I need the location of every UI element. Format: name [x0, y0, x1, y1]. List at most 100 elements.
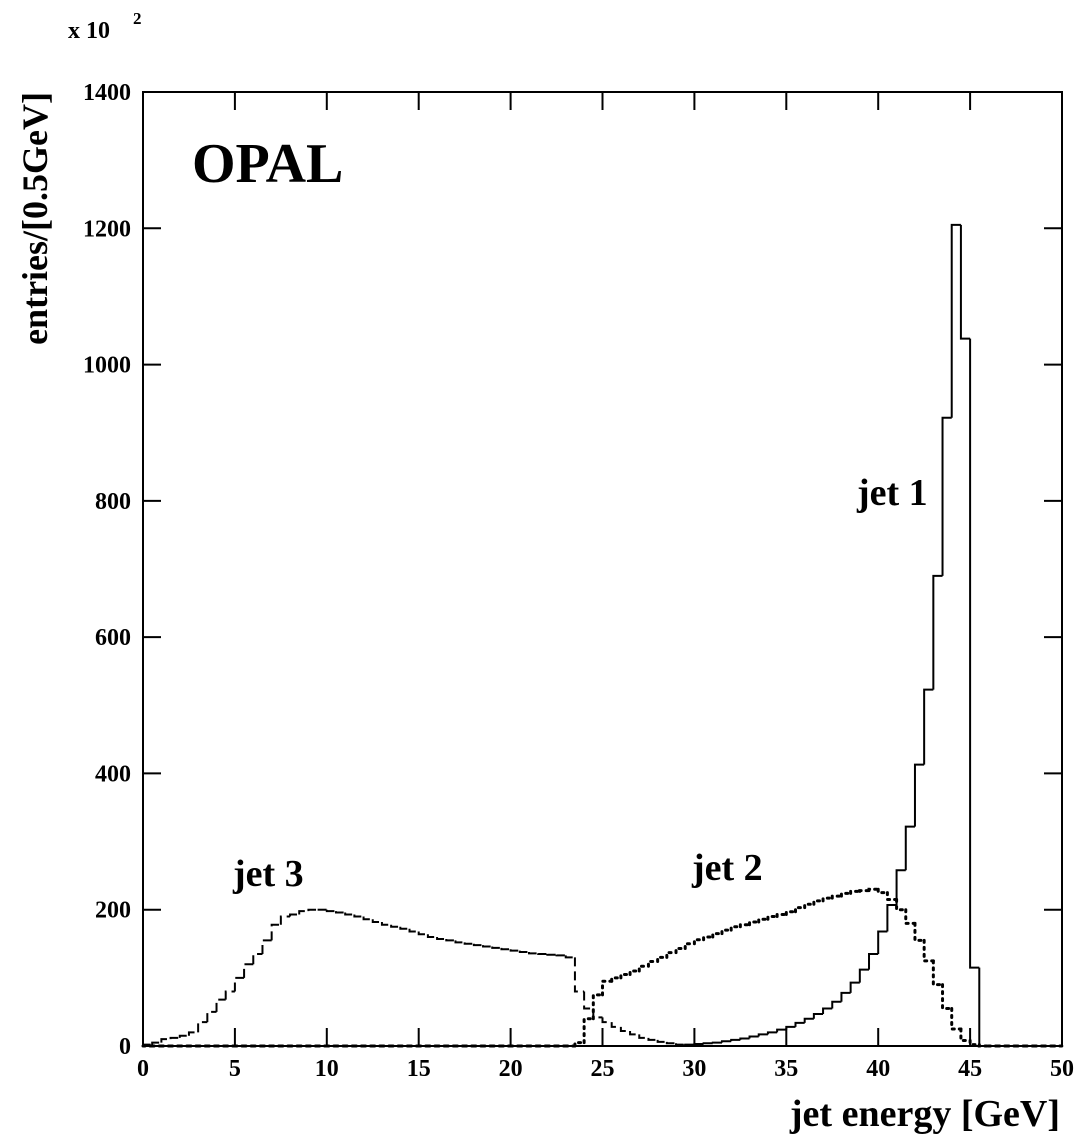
x-axis-label: jet energy [GeV] [789, 1093, 1060, 1135]
histogram-bin [518, 950, 529, 953]
histogram-bin [178, 1034, 189, 1038]
histogram-bin [224, 990, 235, 1000]
histogram-bin [261, 939, 272, 955]
histogram-bin [932, 574, 943, 690]
histogram-bin [822, 1007, 833, 1014]
histogram-bin [344, 912, 355, 916]
histogram-bin [399, 926, 410, 930]
histogram-bin [711, 932, 724, 939]
histogram-bin [784, 910, 797, 916]
histogram-bin [610, 976, 623, 983]
histogram-bin [739, 1037, 750, 1040]
y-tick-label: 200 [95, 898, 131, 924]
histogram-bin [537, 953, 548, 956]
histogram-bin [885, 891, 899, 901]
histogram-bin [959, 224, 971, 340]
histogram-bin [665, 951, 678, 959]
histogram-bin [812, 1012, 824, 1019]
histogram-bin [923, 688, 934, 765]
histogram-bin [693, 1042, 704, 1045]
histogram-bin [867, 887, 880, 893]
histogram-bin [876, 887, 889, 895]
histogram-bin [803, 902, 816, 910]
histogram-bin [766, 915, 779, 921]
histogram-bin [582, 1017, 595, 1045]
histogram-bin [766, 1031, 778, 1035]
histogram-bin [298, 910, 309, 915]
histogram-bin [583, 991, 594, 1010]
histogram-bin [573, 957, 585, 993]
histogram-bin [720, 928, 733, 936]
histogram-bin [638, 1034, 649, 1039]
histogram-bin [527, 951, 539, 955]
histogram-bin [307, 908, 318, 912]
y-tick-label: 800 [95, 489, 131, 515]
histogram-bin [629, 1031, 640, 1036]
histogram-bin [353, 914, 364, 918]
histogram-bin [197, 1021, 208, 1033]
histogram-bin [941, 983, 954, 1011]
histogram-bin [941, 416, 952, 576]
histogram-bin [877, 930, 888, 955]
histogram-bin [482, 945, 493, 948]
histogram-bin [665, 1041, 677, 1045]
x-tick-label: 15 [407, 1056, 431, 1082]
histogram-bin [619, 1026, 631, 1033]
x-tick-label: 35 [774, 1056, 798, 1082]
histogram-bin [509, 949, 520, 952]
series-label: jet 2 [691, 847, 763, 889]
histogram-bin [417, 931, 428, 936]
histogram-bin [693, 1045, 704, 1047]
y-tick-label: 1200 [83, 216, 131, 242]
histogram-bin [692, 938, 706, 946]
experiment-label: OPAL [192, 133, 343, 195]
histogram-bin [776, 1028, 787, 1033]
histogram-bin [775, 912, 788, 919]
histogram-bin [858, 968, 870, 983]
series-label: jet 3 [232, 853, 304, 895]
histogram-bin [472, 943, 484, 947]
histogram-bin [757, 917, 770, 924]
histogram-bin [831, 1000, 842, 1009]
histogram-bin [895, 869, 906, 905]
histogram-bin [675, 1043, 686, 1046]
histogram-bin [591, 993, 604, 1021]
series-label: jet 1 [856, 472, 928, 514]
histogram-bin [334, 911, 346, 914]
x-tick-label: 50 [1050, 1056, 1074, 1082]
histogram-bin [270, 923, 281, 941]
y-tick-label: 1000 [83, 353, 131, 379]
histogram-bin [463, 942, 474, 945]
histogram-bin [151, 1041, 162, 1045]
x-tick-label: 30 [682, 1056, 706, 1082]
histogram-bin [904, 908, 917, 925]
histogram-bin [803, 1017, 814, 1023]
plot-frame [142, 91, 1063, 1047]
histogram-bin [601, 979, 614, 997]
histogram-bin [279, 915, 291, 925]
histogram-bin [325, 909, 336, 913]
histogram-bin [573, 1041, 586, 1048]
histogram-bin [426, 934, 438, 938]
histogram-bin [913, 763, 925, 827]
x-tick-label: 25 [591, 1056, 615, 1082]
histogram-bin [619, 972, 632, 980]
histogram-bin [720, 1040, 732, 1043]
histogram-bin [380, 921, 392, 926]
histogram-bin [610, 1022, 621, 1028]
histogram-bin [785, 1025, 796, 1030]
histogram-bin [895, 897, 908, 912]
histogram-bin [233, 976, 245, 992]
histogram-bin [500, 947, 511, 951]
x-tick-label: 0 [137, 1056, 149, 1082]
x-tick-label: 40 [866, 1056, 890, 1082]
x-tick-label: 5 [229, 1056, 241, 1082]
histogram-bin [206, 1010, 217, 1023]
histogram-bin [950, 223, 961, 418]
histogram-bin [858, 889, 871, 893]
histogram-bin [408, 928, 419, 933]
histogram-bin [564, 955, 575, 959]
y-tick-label: 0 [119, 1034, 131, 1060]
